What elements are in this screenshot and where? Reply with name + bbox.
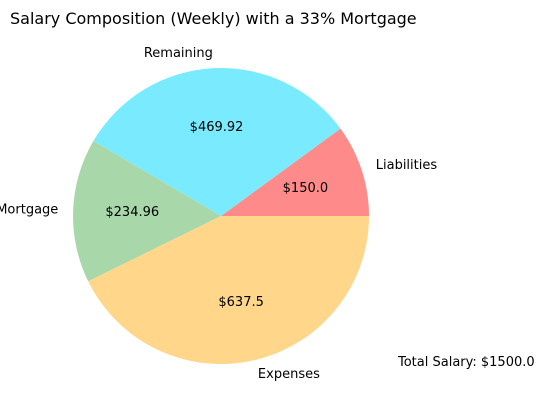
pie-slice-mortgage bbox=[73, 140, 221, 282]
pie-slice-expenses bbox=[88, 216, 369, 364]
slice-label-remaining: Remaining bbox=[144, 46, 213, 61]
slice-value-liabilities: $150.0 bbox=[283, 181, 329, 196]
pie-slice-liabilities bbox=[221, 128, 369, 216]
slice-value-mortgage: $234.96 bbox=[105, 205, 159, 220]
chart-title: Salary Composition (Weekly) with a 33% M… bbox=[10, 9, 417, 28]
slice-label-liabilities: Liabilities bbox=[376, 158, 438, 173]
pie-labels: Liabilities $150.0 Remaining $469.92 Mortgag… bbox=[0, 46, 437, 382]
slice-label-expenses: Expenses bbox=[258, 367, 320, 382]
slice-label-mortgage: Mortgage bbox=[0, 202, 58, 217]
slice-value-remaining: $469.92 bbox=[190, 120, 244, 135]
pie-slices bbox=[73, 68, 369, 364]
total-salary-annotation: Total Salary: $1500.0 bbox=[397, 355, 535, 370]
slice-value-expenses: $637.5 bbox=[218, 295, 264, 310]
pie-slice-remaining bbox=[93, 68, 341, 217]
